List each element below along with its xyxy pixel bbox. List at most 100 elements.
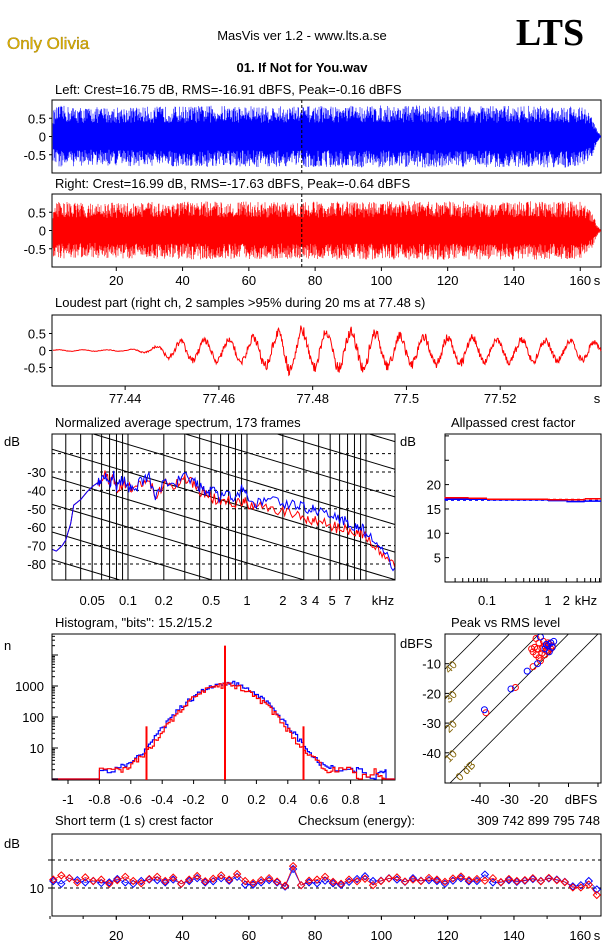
short-term-right-point — [360, 874, 370, 883]
slope-line — [52, 476, 395, 580]
short-term-left-point — [408, 873, 418, 883]
allpassed-title: Allpassed crest factor — [451, 415, 576, 430]
x-tick-label: 4 — [312, 593, 319, 608]
short-term-right-point — [336, 879, 346, 889]
short-term-right-point — [400, 877, 410, 886]
spectrum-frame — [51, 433, 396, 581]
y-axis-label: dBFS — [400, 636, 433, 651]
slope-line — [52, 642, 395, 745]
x-unit-label: kHz — [575, 593, 597, 608]
short-term-right-point — [248, 878, 258, 888]
y-tick-label: 1000 — [15, 679, 44, 694]
app-title: MasVis ver 1.2 - www.lts.a.se — [217, 28, 387, 43]
y-tick-label: 0.5 — [28, 111, 46, 126]
x-tick-label: -0.2 — [182, 792, 204, 807]
short-term-right-point — [224, 875, 234, 884]
short-term-left-point — [161, 878, 170, 887]
short-term-left-point — [280, 882, 290, 891]
peak-rms-right-point — [528, 645, 536, 653]
y-tick-label: -30 — [422, 716, 441, 731]
short-term-right-point — [168, 873, 178, 882]
short-term-left-point — [504, 875, 514, 885]
short-term-left-point — [576, 880, 586, 890]
slope-line — [52, 698, 395, 801]
x-tick-label: 60 — [242, 928, 256, 943]
short-term-right-point — [161, 876, 170, 886]
peak-rms-left-point — [548, 643, 556, 651]
x-tick-label: 120 — [437, 928, 459, 943]
short-term-left-point — [568, 882, 578, 891]
spectrum-title: Normalized average spectrum, 173 frames — [55, 415, 301, 430]
short-term-right-point — [192, 871, 202, 881]
x-tick-label: 40 — [175, 928, 189, 943]
short-term-right-point — [344, 875, 354, 884]
short-term-right-point — [137, 879, 146, 888]
y-tick-label: 0 — [39, 130, 46, 145]
x-tick-label: 1 — [544, 593, 551, 608]
short-term-right-point — [528, 873, 538, 883]
loudest-part-title: Loudest part (right ch, 2 samples >95% d… — [55, 295, 425, 310]
y-axis-label: dB — [400, 434, 416, 449]
short-term-right-point — [368, 880, 378, 890]
slope-line — [52, 503, 306, 580]
right-waveform-title: Right: Crest=16.99 dB, RMS=-17.63 dBFS, … — [55, 176, 410, 191]
short-term-left-point — [352, 874, 362, 884]
short-term-left-point — [81, 878, 90, 887]
short-term-right-point — [552, 875, 562, 885]
histogram-title: Histogram, "bits": 15.2/15.2 — [55, 615, 212, 630]
x-unit-label: s — [594, 928, 601, 943]
short-term-right-point — [448, 874, 458, 883]
short-term-right-point — [536, 877, 546, 886]
x-tick-label: 60 — [242, 273, 256, 288]
y-tick-label: -70 — [27, 539, 46, 554]
x-tick-label: 0.6 — [310, 792, 328, 807]
x-tick-label: 40 — [175, 273, 189, 288]
short-term-right-point — [105, 879, 114, 889]
x-tick-label: 100 — [371, 273, 393, 288]
slope-line — [52, 615, 395, 718]
short-term-right-point — [264, 873, 274, 883]
short-term-left-point — [153, 875, 162, 885]
y-tick-label: 5 — [434, 551, 441, 566]
short-term-frame — [51, 833, 602, 917]
short-term-left-point — [528, 874, 538, 884]
short-term-left-point — [57, 879, 66, 889]
peak-rms-left-point — [523, 667, 531, 675]
x-tick-label: 1 — [378, 792, 385, 807]
short-term-right-point — [352, 877, 362, 886]
right_waveform-trace — [52, 201, 601, 260]
short-term-right-point — [560, 877, 570, 887]
short-term-right-point — [288, 861, 298, 871]
x-tick-label: 2 — [563, 593, 570, 608]
loudest-trace — [52, 325, 602, 377]
x-tick-label: 0 — [221, 792, 228, 807]
y-tick-label: -80 — [27, 557, 46, 572]
histogram-frame — [51, 633, 396, 781]
short-term-right-point — [200, 877, 210, 886]
artist-logo: Only Olivia — [7, 34, 90, 53]
short-term-left-point — [368, 876, 378, 886]
short-term-right-point — [89, 876, 98, 886]
x-tick-label: 80 — [308, 928, 322, 943]
peak-rms-right-point — [529, 663, 537, 671]
short-term-left-point — [320, 876, 330, 885]
x-tick-label: 0.8 — [342, 792, 360, 807]
spectrum-grid — [52, 434, 395, 801]
short-term-left-point — [360, 872, 370, 881]
x-tick-label: 0.5 — [202, 593, 220, 608]
x-tick-label: 20 — [109, 273, 123, 288]
short-term-left-point — [312, 879, 322, 888]
y-tick-label: 0 — [39, 344, 46, 359]
peak-rms-left-point — [542, 640, 550, 648]
x-unit-label: s — [594, 391, 601, 406]
x-tick-label: 0.1 — [119, 593, 137, 608]
y-tick-label: -30 — [27, 465, 46, 480]
slope-line — [183, 434, 395, 498]
short-term-right-point — [576, 883, 586, 892]
crest-line — [445, 634, 540, 730]
short-term-right-point — [176, 879, 186, 889]
loudest-frame — [51, 314, 602, 387]
spectrum-left-line — [52, 470, 395, 572]
x-tick-label: -1 — [62, 792, 74, 807]
